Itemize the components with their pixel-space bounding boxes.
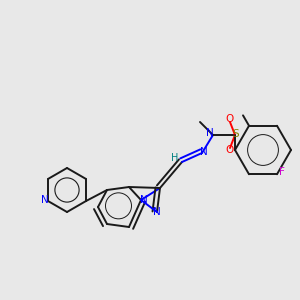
Text: N: N <box>206 128 214 138</box>
Text: N: N <box>41 195 49 205</box>
Text: N: N <box>200 147 208 157</box>
Text: H: H <box>171 153 179 163</box>
Text: O: O <box>226 145 234 155</box>
Text: N: N <box>140 195 148 205</box>
Text: O: O <box>226 114 234 124</box>
Text: N: N <box>153 207 161 217</box>
Text: F: F <box>279 167 285 177</box>
Text: S: S <box>233 129 239 139</box>
